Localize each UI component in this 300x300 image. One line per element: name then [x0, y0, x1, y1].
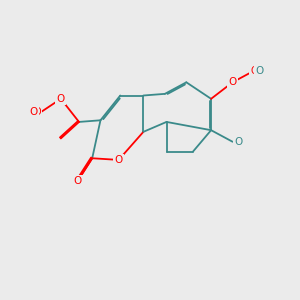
Text: O: O [229, 77, 236, 87]
Text: O: O [115, 155, 123, 165]
Text: O: O [115, 155, 122, 165]
Text: O: O [250, 66, 258, 76]
Text: O: O [57, 94, 65, 104]
Text: O: O [229, 77, 236, 87]
Text: O: O [228, 77, 237, 87]
Text: O: O [234, 137, 242, 147]
Text: O: O [33, 107, 41, 117]
Text: O: O [229, 77, 236, 87]
Text: O: O [74, 176, 81, 186]
Text: O: O [74, 176, 81, 186]
Text: O: O [115, 155, 122, 165]
Text: O: O [73, 176, 82, 186]
Text: O: O [256, 66, 264, 76]
Text: O: O [57, 94, 64, 104]
Text: O: O [29, 107, 38, 117]
